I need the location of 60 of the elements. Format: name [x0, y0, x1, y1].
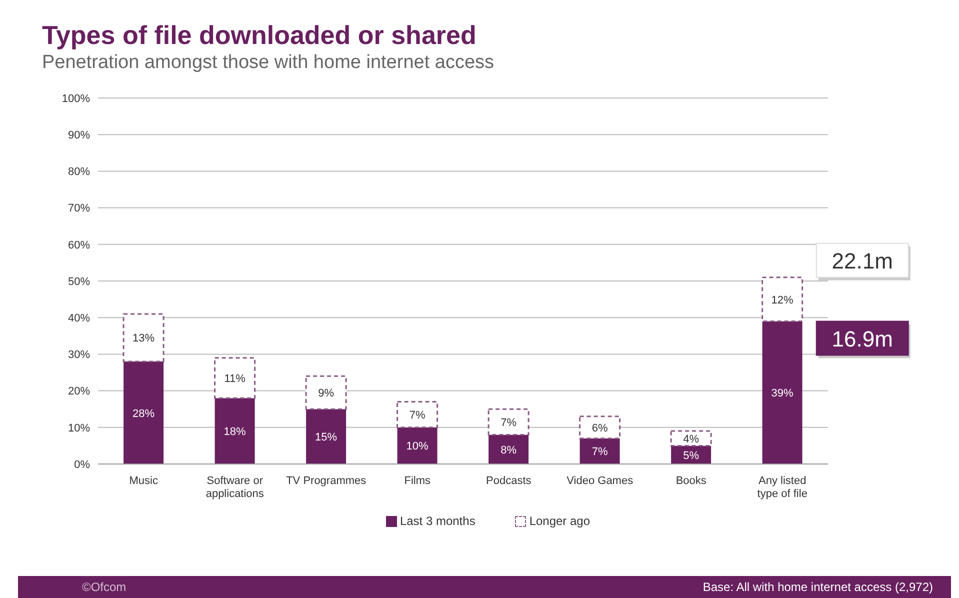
- x-tick-label: Software or applications: [206, 475, 264, 500]
- bar: [488, 434, 529, 464]
- data-label: 9%: [318, 388, 334, 400]
- bar: [579, 416, 621, 440]
- bar: [580, 438, 620, 464]
- data-label: 8%: [500, 444, 517, 456]
- y-tick-label: 100%: [62, 92, 90, 105]
- x-tick-label: Music: [129, 475, 158, 487]
- callout-box: 16.9m: [816, 320, 910, 358]
- x-tick-label: Books: [676, 475, 707, 487]
- data-label: 5%: [683, 450, 700, 462]
- data-label: 7%: [409, 410, 426, 422]
- bar: [762, 276, 804, 322]
- y-tick-label: 90%: [68, 130, 90, 142]
- chart-title: Types of file downloaded or shared: [42, 20, 476, 51]
- y-tick-label: 60%: [68, 239, 90, 252]
- data-label: 12%: [771, 294, 794, 306]
- bar: [124, 362, 164, 464]
- y-tick-label: 30%: [68, 349, 90, 362]
- y-tick-label: 10%: [68, 422, 90, 434]
- x-tick-label: Podcasts: [486, 475, 532, 487]
- bar: [214, 357, 256, 399]
- data-label: 28%: [132, 408, 155, 420]
- annotation: 22.1m: [832, 248, 893, 274]
- bar: [122, 313, 164, 362]
- y-tick-label: 70%: [68, 202, 90, 215]
- text: Base: All with home internet access (2,972): [702, 580, 933, 594]
- data-label: 39%: [771, 388, 794, 400]
- text: ©Ofcom: [82, 580, 126, 594]
- bar: [396, 401, 438, 428]
- data-label: 6%: [592, 422, 608, 434]
- bar: [306, 409, 346, 464]
- y-tick-label: 50%: [68, 276, 90, 288]
- data-label: 18%: [224, 426, 246, 438]
- data-label: 11%: [224, 372, 246, 385]
- y-tick-label: 20%: [68, 386, 90, 398]
- bar: [488, 408, 530, 436]
- data-label: 13%: [132, 332, 155, 345]
- legend-label: Longer ago: [528, 514, 590, 528]
- y-tick-label: 40%: [68, 312, 90, 325]
- bar: [762, 321, 802, 464]
- data-label: 15%: [315, 432, 338, 444]
- annotation: 16.9m: [832, 326, 893, 352]
- x-tick-label: TV Programmes: [286, 475, 367, 487]
- bar: [214, 398, 255, 464]
- y-tick-label: 0%: [74, 458, 90, 471]
- bar: [305, 375, 347, 410]
- data-label: 10%: [406, 440, 429, 453]
- data-label: 7%: [500, 416, 517, 429]
- chart-subtitle: Penetration amongst those with home internet access: [42, 52, 494, 74]
- x-tick-label: Films: [404, 475, 432, 487]
- callout-box: 22.1m: [816, 242, 910, 280]
- data-label: 4%: [683, 433, 700, 446]
- y-tick-label: 80%: [68, 166, 90, 178]
- x-tick-label: Any listed type of file: [757, 475, 808, 500]
- data-label: 7%: [592, 446, 608, 458]
- legend-label: Last 3 months: [398, 514, 476, 528]
- x-tick-label: Video Games: [566, 475, 634, 487]
- bar: [397, 427, 438, 464]
- bar: [670, 430, 712, 446]
